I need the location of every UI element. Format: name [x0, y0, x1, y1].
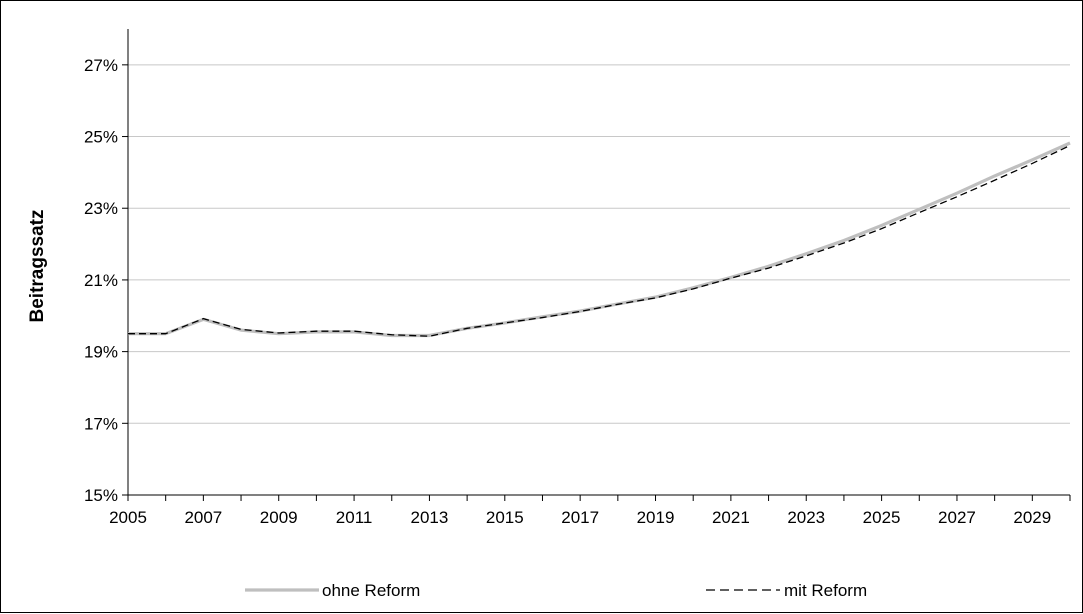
x-tick-label: 2013 — [411, 508, 449, 527]
legend-label-1: ohne Reform — [322, 581, 420, 600]
x-tick-label: 2019 — [637, 508, 675, 527]
y-tick-label: 27% — [84, 56, 118, 75]
y-tick-label: 19% — [84, 343, 118, 362]
tick-labels: 15% 17% 19% 21% 23% 25% 27% 2005 2007 2009 2011 201… — [84, 56, 1051, 527]
y-axis-title: Beitragssatz — [27, 210, 48, 323]
series-line-2 — [128, 144, 1071, 337]
x-tick-label: 2021 — [712, 508, 750, 527]
x-tick-label: 2023 — [787, 508, 825, 527]
x-tick-label: 2027 — [938, 508, 976, 527]
series-line-1 — [128, 141, 1071, 338]
series-lines — [128, 141, 1071, 338]
y-tick-label: 23% — [84, 199, 118, 218]
y-tick-label: 21% — [84, 271, 118, 290]
x-tick-label: 2025 — [863, 508, 901, 527]
x-tick-label: 2009 — [260, 508, 298, 527]
x-tick-label: 2029 — [1013, 508, 1051, 527]
y-tick-label: 25% — [84, 128, 118, 147]
x-tick-label: 2017 — [561, 508, 599, 527]
y-tick-label: 17% — [84, 414, 118, 433]
gridlines — [128, 64, 1070, 424]
legend-label-2: mit Reform — [784, 581, 867, 600]
legend: ohne Reform mit Reform — [245, 581, 867, 600]
x-tick-label: 2005 — [109, 508, 147, 527]
x-tick-label: 2015 — [486, 508, 524, 527]
axes — [122, 29, 1071, 501]
y-tick-label: 15% — [84, 486, 118, 505]
x-tick-label: 2011 — [336, 508, 373, 527]
x-tick-label: 2007 — [184, 508, 222, 527]
